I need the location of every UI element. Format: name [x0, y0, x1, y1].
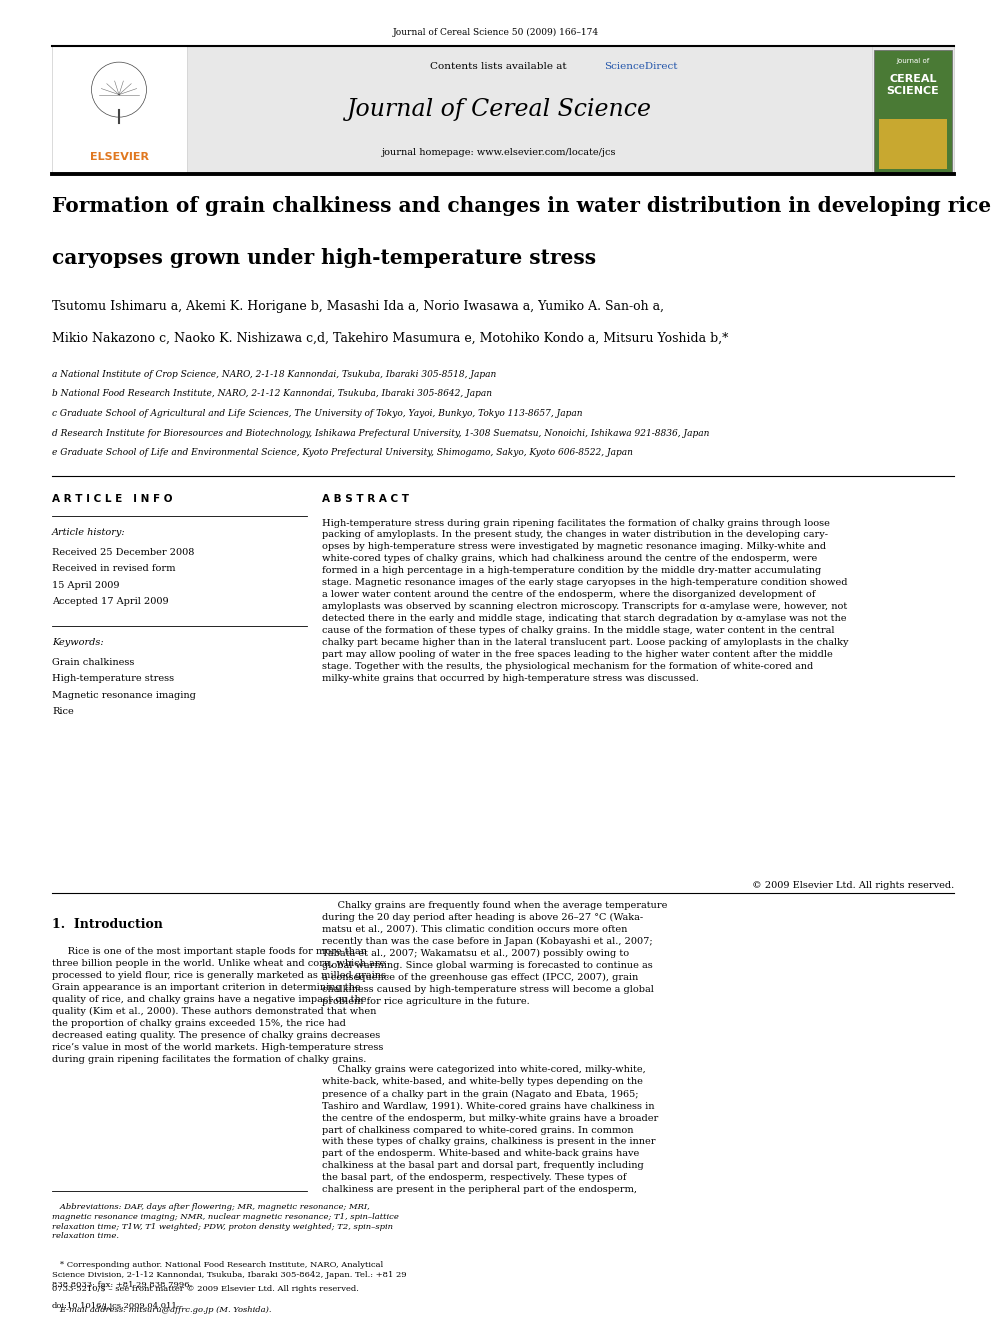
Text: Magnetic resonance imaging: Magnetic resonance imaging: [52, 691, 195, 700]
Text: 0733-5210/$ – see front matter © 2009 Elsevier Ltd. All rights reserved.: 0733-5210/$ – see front matter © 2009 El…: [52, 1285, 359, 1293]
Text: d Research Institute for Bioresources and Biotechnology, Ishikawa Prefectural Un: d Research Institute for Bioresources an…: [52, 429, 709, 438]
Text: Mikio Nakazono c, Naoko K. Nishizawa c,d, Takehiro Masumura e, Motohiko Kondo a,: Mikio Nakazono c, Naoko K. Nishizawa c,d…: [52, 332, 728, 345]
Text: c Graduate School of Agricultural and Life Sciences, The University of Tokyo, Ya: c Graduate School of Agricultural and Li…: [52, 409, 582, 418]
Text: ELSEVIER: ELSEVIER: [89, 152, 149, 161]
Text: CEREAL
SCIENCE: CEREAL SCIENCE: [887, 74, 939, 95]
Text: * Corresponding author. National Food Research Institute, NARO, Analytical
Scien: * Corresponding author. National Food Re…: [52, 1261, 407, 1289]
Text: caryopses grown under high-temperature stress: caryopses grown under high-temperature s…: [52, 247, 596, 269]
Text: Journal of Cereal Science 50 (2009) 166–174: Journal of Cereal Science 50 (2009) 166–…: [393, 28, 599, 37]
Text: Received 25 December 2008: Received 25 December 2008: [52, 548, 194, 557]
Text: Grain chalkiness: Grain chalkiness: [52, 658, 134, 667]
Text: 15 April 2009: 15 April 2009: [52, 581, 119, 590]
Bar: [874, 50, 952, 172]
Text: Rice is one of the most important staple foods for more than
three billion peopl: Rice is one of the most important staple…: [52, 947, 389, 1064]
Text: a National Institute of Crop Science, NARO, 2-1-18 Kannondai, Tsukuba, Ibaraki 3: a National Institute of Crop Science, NA…: [52, 370, 496, 378]
Text: Chalky grains were categorized into white-cored, milky-white,
white-back, white-: Chalky grains were categorized into whit…: [322, 1065, 659, 1195]
Bar: [879, 119, 947, 169]
Text: © 2009 Elsevier Ltd. All rights reserved.: © 2009 Elsevier Ltd. All rights reserved…: [752, 881, 954, 889]
Text: b National Food Research Institute, NARO, 2-1-12 Kannondai, Tsukuba, Ibaraki 305: b National Food Research Institute, NARO…: [52, 389, 492, 398]
Text: A R T I C L E   I N F O: A R T I C L E I N F O: [52, 493, 173, 504]
Bar: [872, 46, 954, 175]
Text: 1.  Introduction: 1. Introduction: [52, 917, 163, 930]
Bar: [187, 46, 872, 175]
Text: Article history:: Article history:: [52, 528, 126, 537]
Text: Rice: Rice: [52, 706, 73, 716]
Text: Tsutomu Ishimaru a, Akemi K. Horigane b, Masashi Ida a, Norio Iwasawa a, Yumiko : Tsutomu Ishimaru a, Akemi K. Horigane b,…: [52, 300, 664, 314]
Text: E-mail address: mitsuru@affrc.go.jp (M. Yoshida).: E-mail address: mitsuru@affrc.go.jp (M. …: [52, 1306, 272, 1314]
Text: Chalky grains are frequently found when the average temperature
during the 20 da: Chalky grains are frequently found when …: [322, 901, 668, 1005]
Text: High-temperature stress: High-temperature stress: [52, 673, 175, 683]
Text: Formation of grain chalkiness and changes in water distribution in developing ri: Formation of grain chalkiness and change…: [52, 196, 991, 216]
Text: Accepted 17 April 2009: Accepted 17 April 2009: [52, 597, 169, 606]
Text: Abbreviations: DAF, days after flowering; MR, magnetic resonance; MRI,
magnetic : Abbreviations: DAF, days after flowering…: [52, 1203, 399, 1241]
Text: doi:10.1016/j.jcs.2009.04.011: doi:10.1016/j.jcs.2009.04.011: [52, 1302, 178, 1310]
Text: ScienceDirect: ScienceDirect: [604, 62, 678, 71]
Text: Keywords:: Keywords:: [52, 638, 103, 647]
Text: Journal of: Journal of: [897, 58, 930, 64]
Text: Received in revised form: Received in revised form: [52, 564, 176, 573]
Text: Journal of Cereal Science: Journal of Cereal Science: [347, 98, 652, 120]
Text: Contents lists available at: Contents lists available at: [430, 62, 569, 71]
Text: e Graduate School of Life and Environmental Science, Kyoto Prefectural Universit: e Graduate School of Life and Environmen…: [52, 448, 633, 456]
Text: High-temperature stress during grain ripening facilitates the formation of chalk: High-temperature stress during grain rip…: [322, 519, 849, 683]
Text: A B S T R A C T: A B S T R A C T: [322, 493, 410, 504]
Bar: [52, 46, 187, 175]
Text: journal homepage: www.elsevier.com/locate/jcs: journal homepage: www.elsevier.com/locat…: [382, 148, 617, 157]
